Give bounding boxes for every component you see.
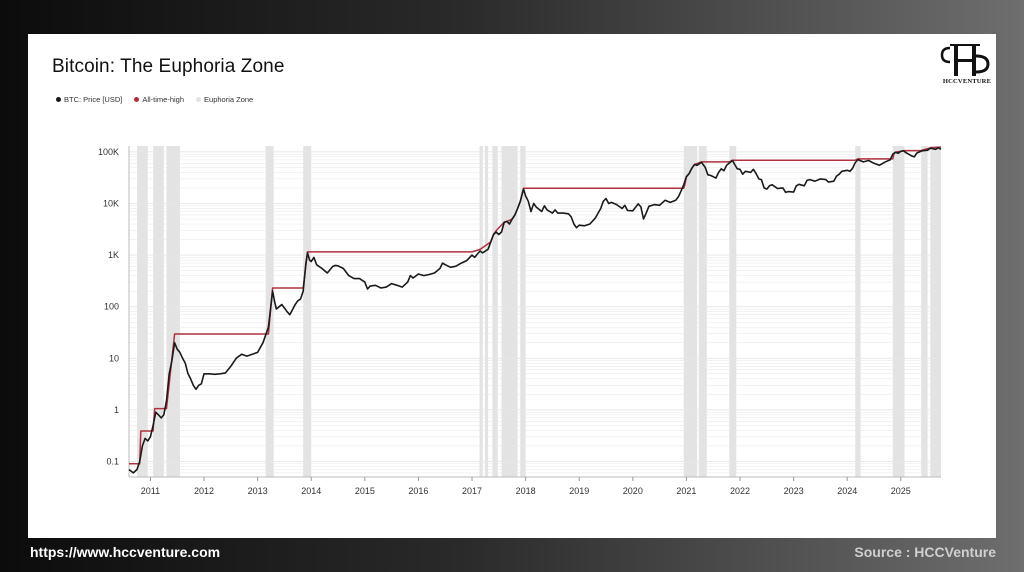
chart-legend: BTC: Price [USD] All-time-high Euphoria … bbox=[56, 95, 253, 104]
legend-dot-ath-icon bbox=[134, 97, 140, 102]
x-tick-label: 2024 bbox=[837, 486, 857, 496]
x-tick-label: 2025 bbox=[891, 486, 911, 496]
y-tick-label: 10 bbox=[109, 353, 119, 363]
x-tick-label: 2018 bbox=[516, 486, 536, 496]
legend-item-ath[interactable]: All-time-high bbox=[134, 95, 184, 104]
x-tick-label: 2011 bbox=[141, 486, 160, 496]
y-tick-label: 1 bbox=[114, 405, 119, 415]
legend-dot-price-icon bbox=[56, 97, 61, 102]
y-tick-label: 10K bbox=[103, 198, 119, 208]
legend-label-price: BTC: Price [USD] bbox=[64, 95, 123, 104]
logo-monogram-icon bbox=[940, 44, 990, 76]
legend-item-zone[interactable]: Euphoria Zone bbox=[196, 95, 253, 104]
x-tick-label: 2020 bbox=[623, 486, 643, 496]
x-axis-ticks: 2011 2012 2013 2014 2015 2016 2017 2018 2019 2020… bbox=[141, 477, 911, 496]
legend-dot-zone-icon bbox=[196, 97, 202, 102]
footer-website-link[interactable]: https://www.hccventure.com bbox=[30, 544, 221, 560]
plot-frame bbox=[128, 146, 941, 478]
y-tick-label: 1K bbox=[108, 250, 119, 260]
y-tick-label: 100K bbox=[98, 147, 119, 157]
legend-label-zone: Euphoria Zone bbox=[204, 95, 254, 104]
legend-label-ath: All-time-high bbox=[142, 95, 185, 104]
hccventure-logo: HCCVENTURE bbox=[940, 42, 994, 88]
footer-source: Source : HCCVenture bbox=[854, 544, 996, 560]
legend-item-price[interactable]: BTC: Price [USD] bbox=[56, 95, 122, 104]
x-tick-label: 2019 bbox=[569, 486, 589, 496]
x-tick-label: 2017 bbox=[462, 486, 482, 496]
logo-text: HCCVENTURE bbox=[942, 78, 992, 85]
all-time-high-line bbox=[129, 146, 942, 465]
y-tick-label: 100 bbox=[104, 302, 119, 312]
y-axis-ticks: 0.1 1 10 100 1K 10K 100K bbox=[98, 147, 119, 467]
grid-lines bbox=[129, 151, 941, 478]
chart-card: Bitcoin: The Euphoria Zone BTC: Price [U… bbox=[28, 34, 996, 538]
y-tick-label: 0.1 bbox=[106, 456, 119, 466]
chart-title: Bitcoin: The Euphoria Zone bbox=[52, 56, 285, 77]
x-tick-label: 2022 bbox=[730, 486, 750, 496]
x-tick-label: 2014 bbox=[301, 486, 321, 496]
series-lines bbox=[128, 146, 942, 474]
x-tick-label: 2015 bbox=[355, 486, 375, 496]
x-tick-label: 2013 bbox=[248, 486, 268, 496]
x-tick-label: 2016 bbox=[408, 486, 428, 496]
x-tick-label: 2021 bbox=[676, 486, 696, 496]
x-tick-label: 2012 bbox=[194, 486, 214, 496]
x-tick-label: 2023 bbox=[784, 486, 804, 496]
price-line bbox=[128, 147, 942, 474]
